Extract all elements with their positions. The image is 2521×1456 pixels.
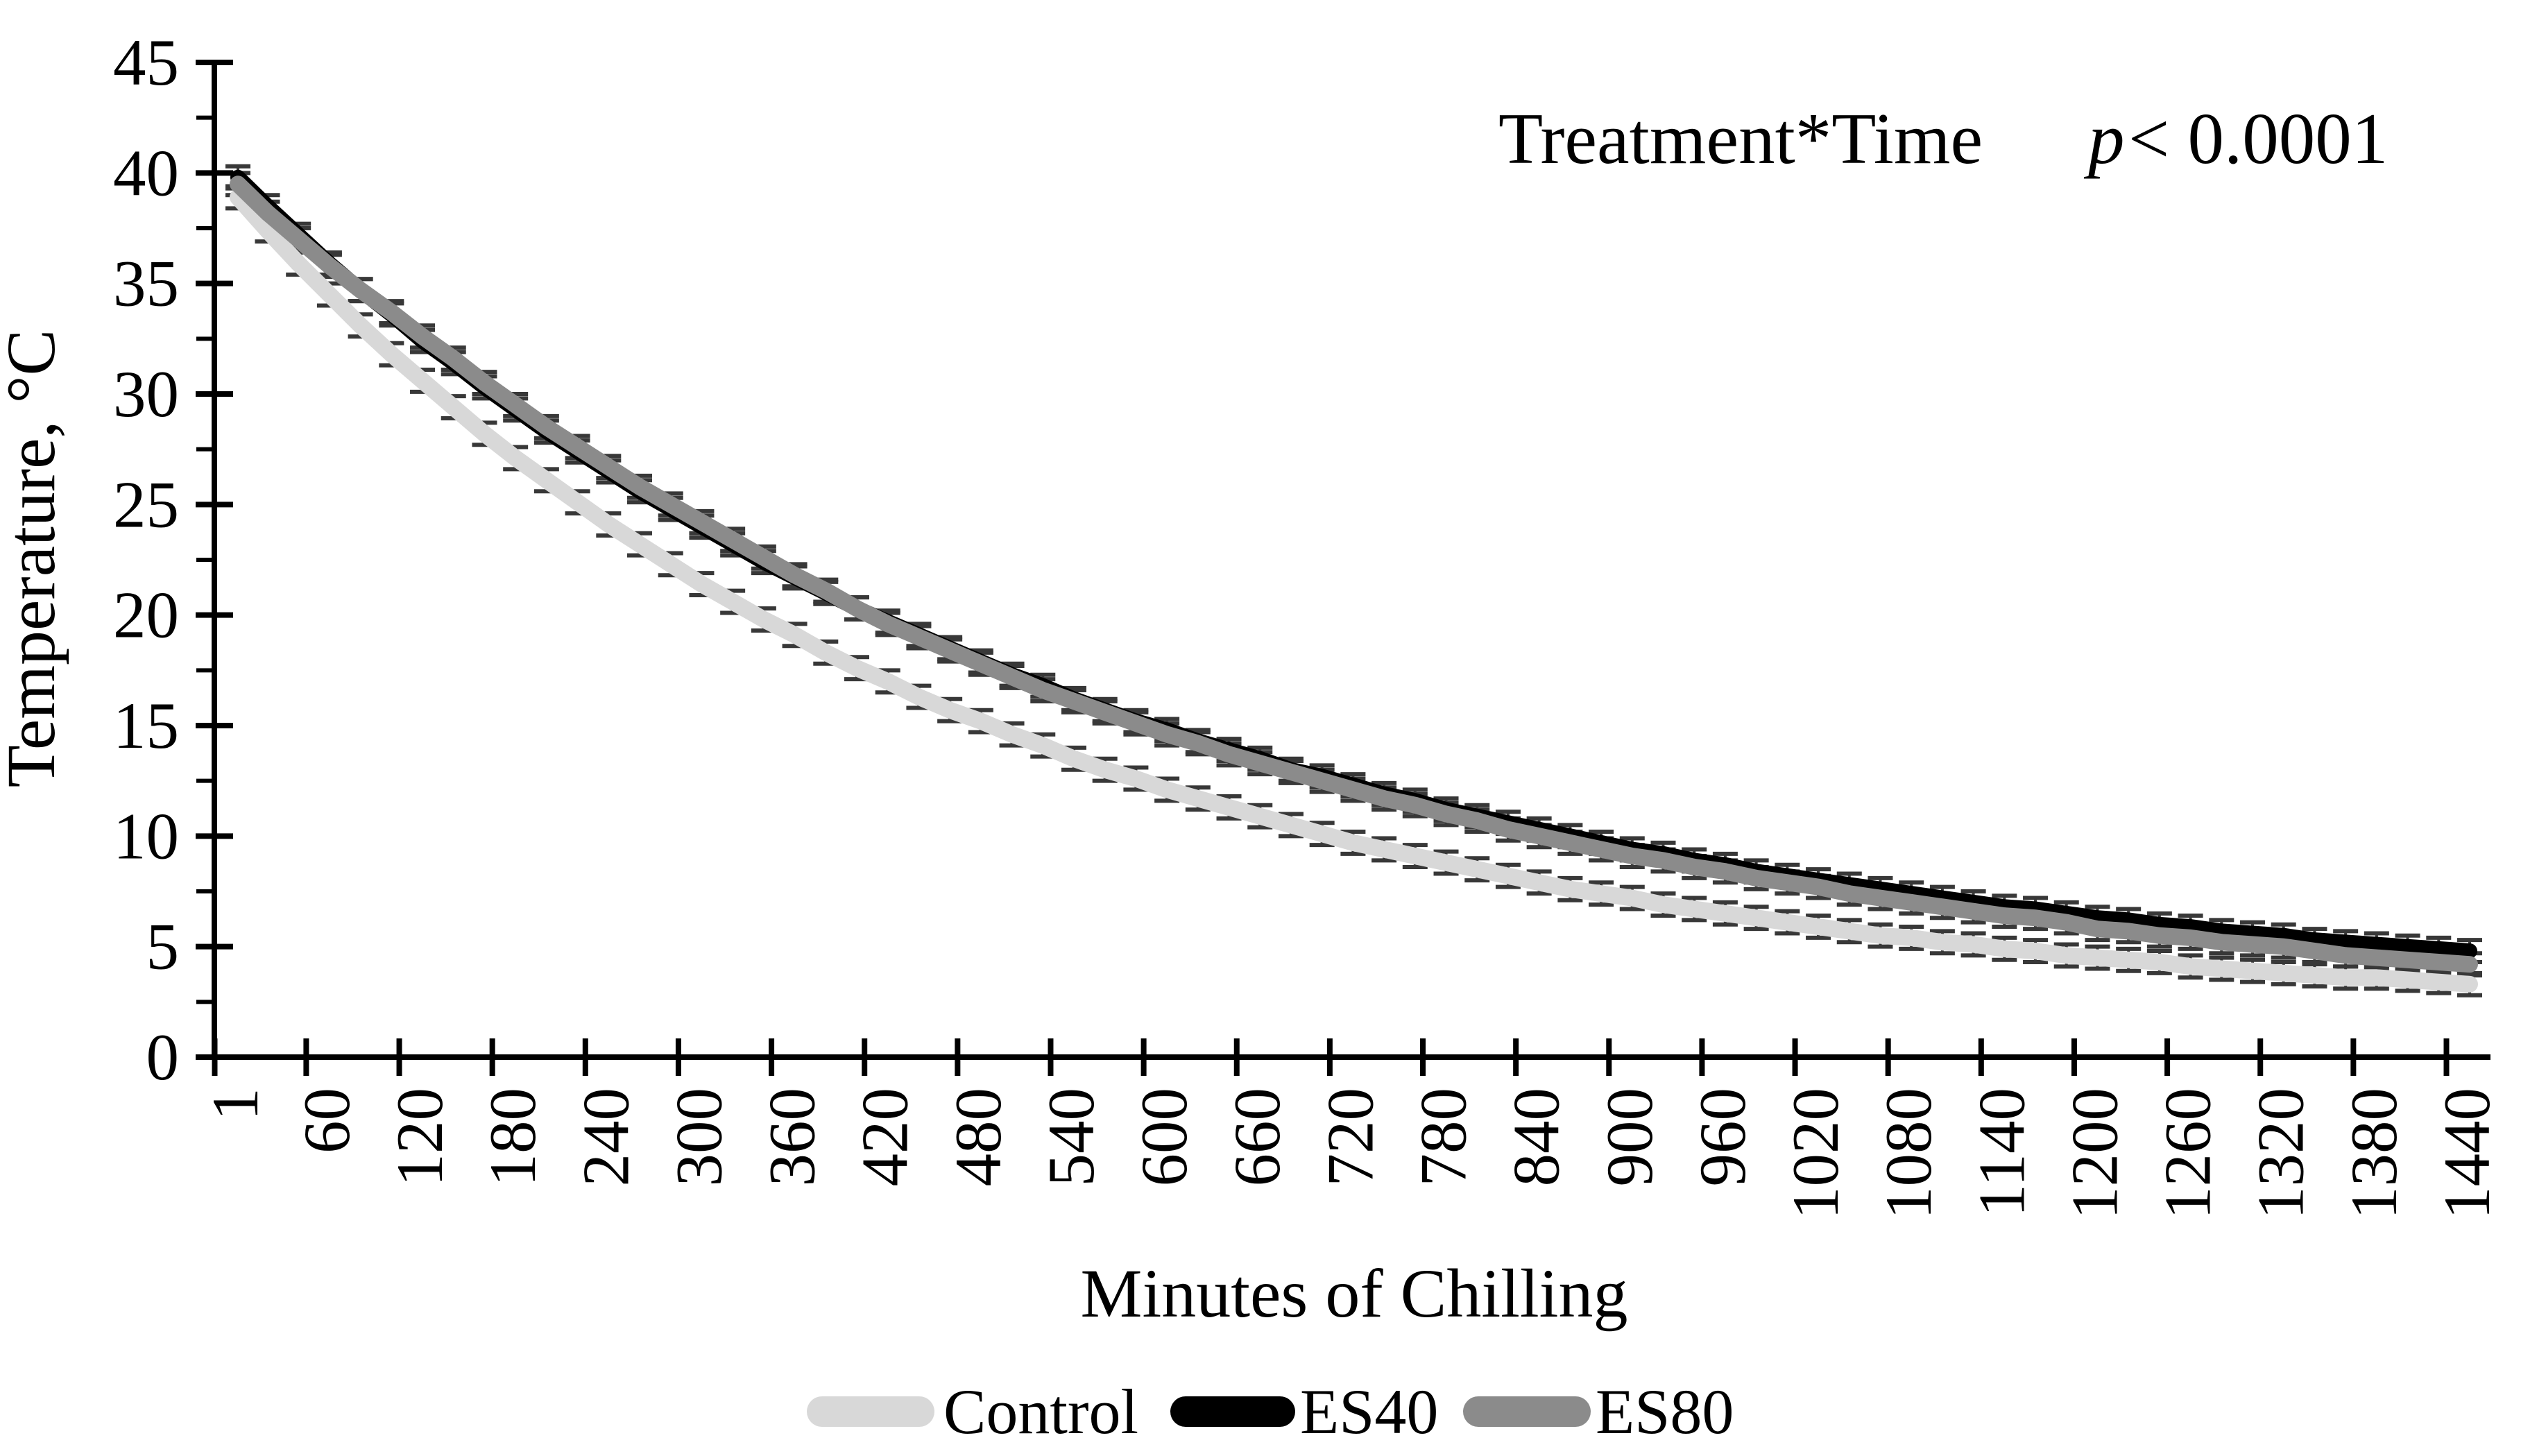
x-tick-label: 120 (383, 1088, 456, 1187)
x-tick-label: 360 (755, 1088, 829, 1187)
x-tick-label: 1380 (2337, 1088, 2411, 1219)
y-tick-label: 45 (113, 26, 179, 99)
x-tick-label: 1 (198, 1088, 272, 1121)
y-tick-label: 35 (113, 247, 179, 320)
x-tick-label: 1080 (1872, 1088, 1945, 1219)
x-tick-label: 840 (1500, 1088, 1573, 1187)
x-tick-label: 480 (941, 1088, 1015, 1187)
x-tick-label: 180 (476, 1088, 549, 1187)
y-tick-label: 40 (113, 136, 179, 209)
y-tick-label: 15 (113, 689, 179, 762)
series-line-control (230, 189, 2478, 993)
x-tick-label: 1320 (2244, 1088, 2318, 1219)
legend-label-control: Control (943, 1376, 1138, 1447)
y-tick-label: 5 (146, 910, 180, 984)
y-tick-label: 25 (113, 468, 179, 541)
x-tick-label: 660 (1220, 1088, 1294, 1187)
x-tick-label: 600 (1127, 1088, 1201, 1187)
x-tick-label: 420 (848, 1088, 922, 1187)
legend-swatch-control (807, 1396, 934, 1427)
x-tick-label: 1140 (1965, 1088, 2038, 1217)
x-tick-label: 720 (1313, 1088, 1387, 1187)
p-symbol: p (2083, 98, 2125, 179)
p-value: < 0.0001 (2128, 98, 2388, 179)
legend-label-es80: ES80 (1596, 1376, 1734, 1447)
y-axis-title: Temperature, °C (0, 329, 69, 788)
x-tick-label: 540 (1034, 1088, 1108, 1187)
legend: Control ES40 ES80 (807, 1376, 1734, 1447)
x-tick-label: 900 (1593, 1088, 1666, 1187)
x-tick-label: 1440 (2430, 1088, 2504, 1219)
legend-swatch-es40 (1170, 1396, 1295, 1427)
y-tick-label: 20 (113, 579, 179, 652)
legend-swatch-es80 (1463, 1396, 1591, 1427)
x-tick-label: 780 (1407, 1088, 1480, 1187)
x-tick-label: 60 (290, 1088, 364, 1154)
x-tick-label: 1020 (1779, 1088, 1852, 1219)
y-tick-label: 10 (113, 799, 179, 873)
interaction-annotation: Treatment*Time (1498, 98, 1983, 179)
error-bars-layer (225, 164, 2482, 997)
axis-tick-labels-layer: 0 5 10 15 20 25 30 35 40 45 1 60 120 180 240 300 360 420 4… (113, 26, 2504, 1219)
y-tick-label: 0 (146, 1020, 180, 1094)
x-tick-label: 240 (569, 1088, 642, 1187)
x-tick-label: 300 (662, 1088, 735, 1187)
y-tick-label: 30 (113, 357, 179, 431)
series-line-es80 (230, 175, 2478, 973)
x-tick-label: 960 (1686, 1088, 1759, 1187)
x-axis-title: Minutes of Chilling (1081, 1255, 1628, 1332)
legend-label-es40: ES40 (1300, 1376, 1438, 1447)
series-lines-layer (230, 169, 2478, 993)
x-tick-label: 1200 (2058, 1088, 2131, 1219)
x-tick-label: 1260 (2151, 1088, 2225, 1219)
